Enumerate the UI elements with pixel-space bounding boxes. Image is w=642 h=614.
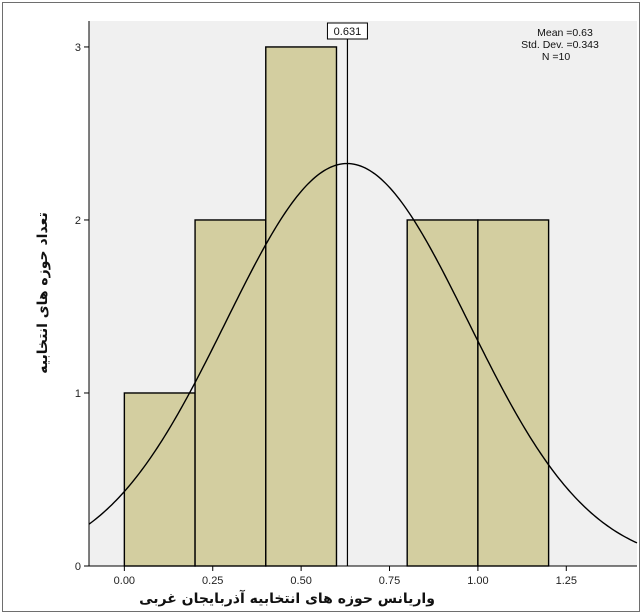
x-tick-label: 1.25 bbox=[556, 575, 577, 587]
normal-curve bbox=[88, 162, 638, 544]
y-axis-title: تعداد حوزه های انتخابیه bbox=[35, 212, 51, 373]
reference-label: 0.631 bbox=[334, 26, 362, 38]
y-tick-label: 2 bbox=[75, 215, 81, 227]
reference-label-box bbox=[326, 22, 368, 40]
stats-std-dev: Std. Dev. =0.343 bbox=[521, 39, 599, 51]
histogram-bar bbox=[194, 219, 267, 567]
x-tick-label: 0.25 bbox=[202, 575, 223, 587]
stats-mean: Mean =0.63 bbox=[537, 27, 593, 39]
x-axis-title: واریانس حوزه های انتخابیه آذربایجان غربی bbox=[139, 589, 435, 607]
axes-layer: 0.00 0.25 0.50 0.75 1.00 1.25 0 1 2 3 bbox=[75, 21, 637, 587]
y-tick-label: 1 bbox=[75, 388, 81, 400]
x-tick-label: 1.00 bbox=[467, 575, 488, 587]
histogram-bar bbox=[123, 392, 196, 567]
x-tick-label: 0.75 bbox=[379, 575, 400, 587]
histogram-bar bbox=[265, 46, 338, 567]
histogram-chart: 0.631 0.00 0.25 0.50 0.75 1.00 1.25 0 1 2 3 Mean … bbox=[35, 21, 638, 607]
x-tick-label: 0.00 bbox=[114, 575, 135, 587]
histogram-bar bbox=[477, 219, 550, 567]
y-tick-label: 3 bbox=[75, 42, 81, 54]
stats-n: N =10 bbox=[542, 51, 570, 63]
y-tick-label: 0 bbox=[75, 561, 81, 573]
x-tick-label: 0.50 bbox=[290, 575, 311, 587]
bars-layer bbox=[123, 46, 550, 567]
